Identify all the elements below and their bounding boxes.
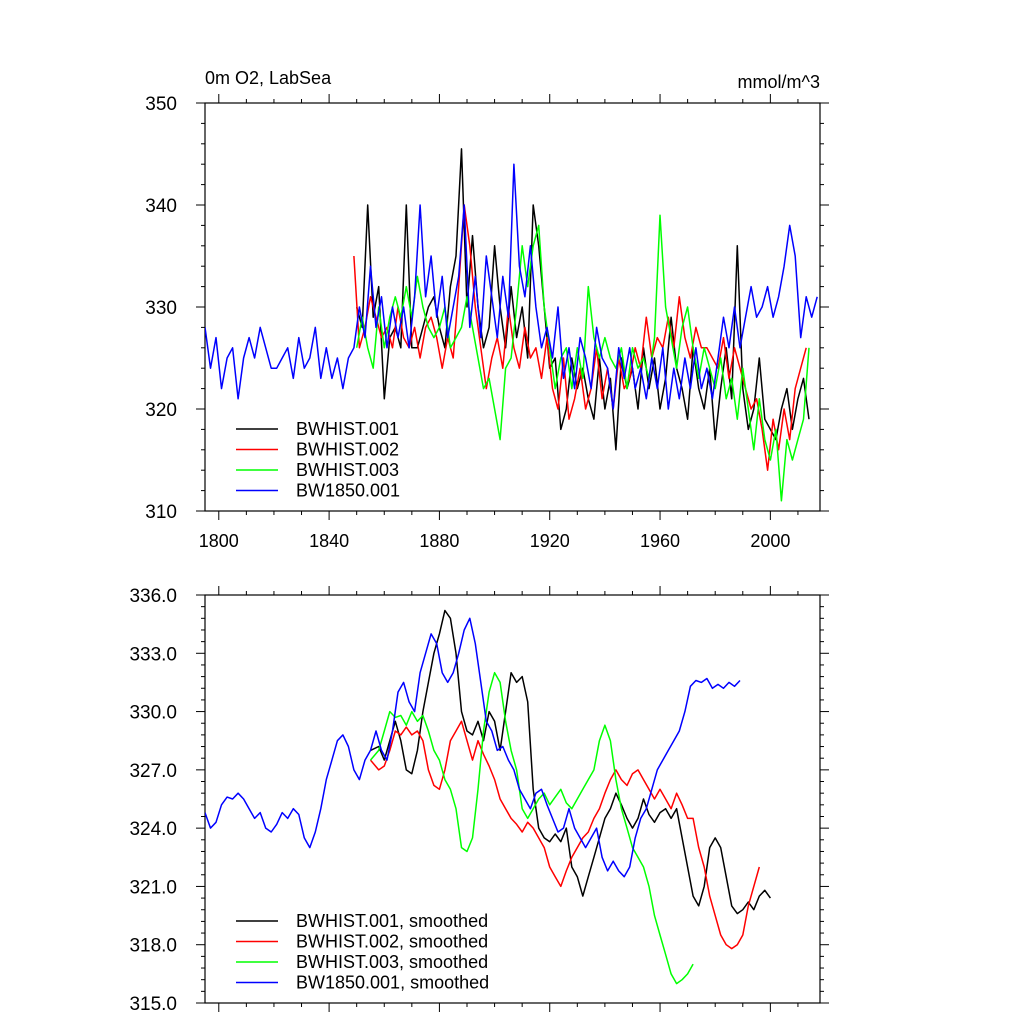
x-tick-label: 1840 <box>309 531 349 551</box>
legend-label: BWHIST.003 <box>296 460 399 480</box>
y-tick-label: 340 <box>145 196 177 217</box>
y-tick-label: 321.0 <box>129 877 177 898</box>
y-tick-label: 310 <box>145 502 177 523</box>
legend-label: BWHIST.002, smoothed <box>296 932 488 952</box>
x-tick-label: 1960 <box>640 531 680 551</box>
series-line <box>353 204 807 471</box>
y-tick-label: 315.0 <box>129 994 177 1015</box>
x-tick-label: 1800 <box>199 531 239 551</box>
legend-label: BW1850.001 <box>296 481 400 501</box>
chart-title: 0m O2, LabSea <box>205 68 332 88</box>
bottom-chart: 315.0 318.0 321.0 324.0 327.0 330.0 333.0 336.0… <box>129 586 829 1015</box>
series-line <box>369 671 694 985</box>
series-line <box>370 609 772 915</box>
series-line <box>355 214 810 502</box>
legend-label: BWHIST.001 <box>296 419 399 439</box>
x-tick-label: 2000 <box>750 531 790 551</box>
series-line <box>369 720 761 950</box>
series-line <box>205 163 818 410</box>
y-tick-label: 336.0 <box>129 586 177 607</box>
y-tick-label: 330.0 <box>129 703 177 724</box>
y-tick-label: 350 <box>145 94 177 115</box>
series-group <box>205 609 772 985</box>
x-tick-label: 1920 <box>530 531 570 551</box>
y-tick-label: 333.0 <box>129 644 177 665</box>
y-tick-label: 320 <box>145 400 177 421</box>
legend-label: BWHIST.003, smoothed <box>296 952 488 972</box>
legend-label: BWHIST.001, smoothed <box>296 911 488 931</box>
y-tick-label: 327.0 <box>129 761 177 782</box>
series-line <box>205 617 741 878</box>
legend-label: BW1850.001, smoothed <box>296 973 489 993</box>
y-tick-label: 330 <box>145 298 177 319</box>
x-tick-label: 1880 <box>419 531 459 551</box>
chart-units-label: mmol/m^3 <box>738 72 820 92</box>
plot-frame <box>204 594 821 1004</box>
y-tick-label: 318.0 <box>129 936 177 957</box>
series-line <box>355 148 810 451</box>
series-group <box>205 148 818 502</box>
top-chart: 0m O2, LabSea mmol/m^3 1800 1840 1880 1920 1… <box>145 68 829 551</box>
legend-label: BWHIST.002 <box>296 440 399 460</box>
y-tick-label: 324.0 <box>129 819 177 840</box>
